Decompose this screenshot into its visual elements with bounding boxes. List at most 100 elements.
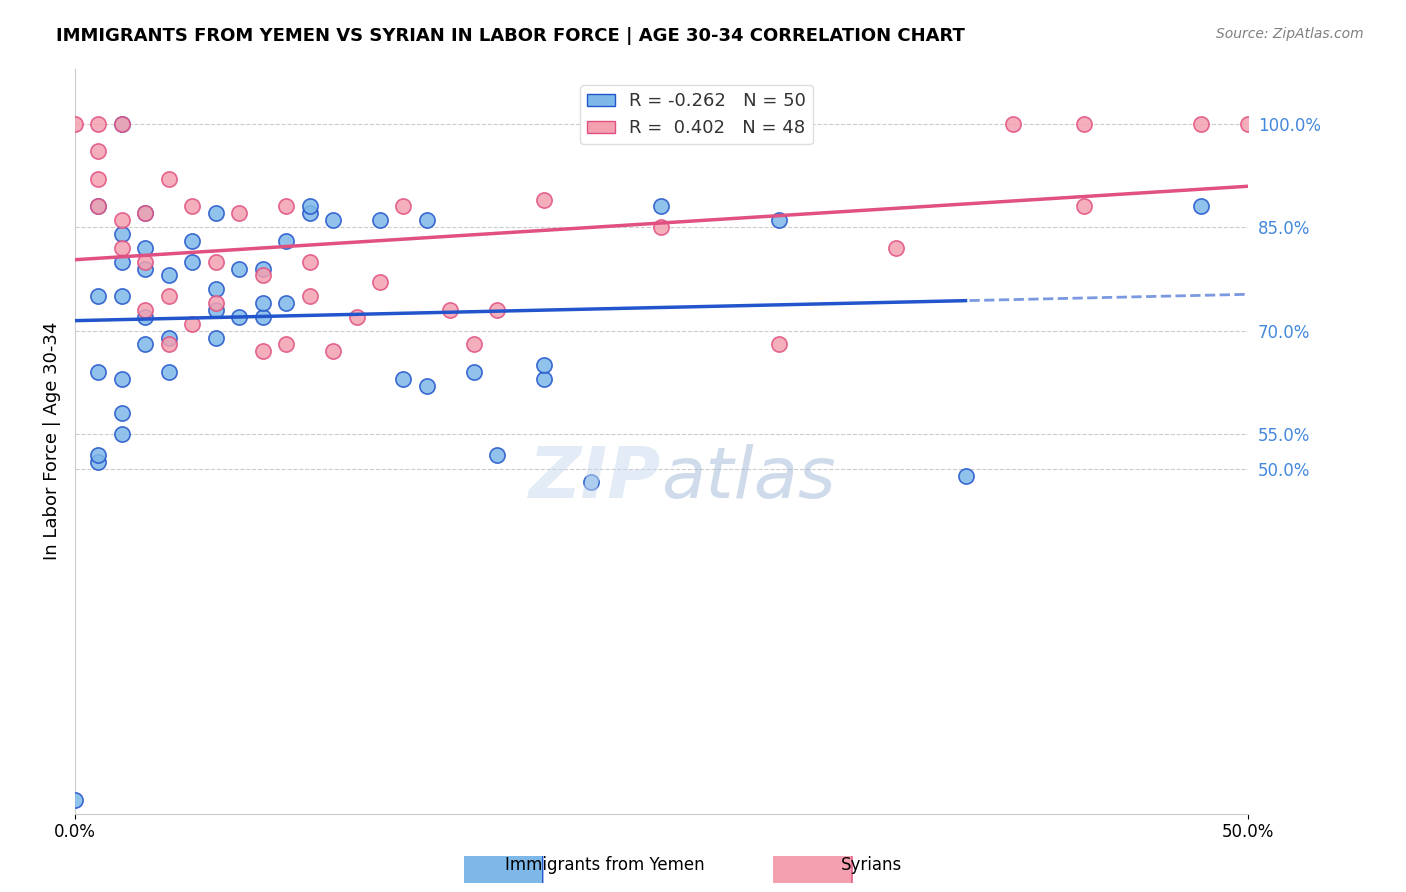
Point	[134, 303, 156, 318]
Point	[204, 296, 226, 310]
Text: IMMIGRANTS FROM YEMEN VS SYRIAN IN LABOR FORCE | AGE 30-34 CORRELATION CHART: IMMIGRANTS FROM YEMEN VS SYRIAN IN LABOR…	[56, 27, 965, 45]
Point	[111, 289, 134, 303]
Point	[157, 289, 180, 303]
Point	[368, 276, 391, 290]
Text: ZIP: ZIP	[529, 444, 661, 513]
Point	[955, 468, 977, 483]
Point	[87, 199, 110, 213]
Point	[181, 317, 204, 331]
Legend: R = -0.262   N = 50, R =  0.402   N = 48: R = -0.262 N = 50, R = 0.402 N = 48	[581, 85, 813, 145]
Text: Source: ZipAtlas.com: Source: ZipAtlas.com	[1216, 27, 1364, 41]
Point	[463, 337, 485, 351]
Point	[416, 379, 439, 393]
Point	[157, 268, 180, 283]
Point	[111, 372, 134, 386]
Point	[298, 206, 321, 220]
Point	[228, 206, 250, 220]
Point	[111, 117, 134, 131]
Point	[157, 337, 180, 351]
Point	[87, 289, 110, 303]
Point	[346, 310, 368, 324]
Point	[204, 206, 226, 220]
Point	[1073, 117, 1095, 131]
Point	[579, 475, 602, 490]
Point	[768, 337, 790, 351]
Point	[533, 372, 555, 386]
Point	[134, 241, 156, 255]
Point	[87, 117, 110, 131]
Point	[392, 199, 415, 213]
Point	[228, 310, 250, 324]
Point	[252, 310, 274, 324]
Point	[392, 372, 415, 386]
Point	[111, 427, 134, 442]
Text: atlas: atlas	[661, 444, 837, 513]
Point	[111, 227, 134, 241]
Point	[252, 261, 274, 276]
Point	[884, 241, 907, 255]
Point	[157, 365, 180, 379]
Point	[111, 117, 134, 131]
Text: Immigrants from Yemen: Immigrants from Yemen	[505, 856, 704, 874]
Point	[298, 289, 321, 303]
Point	[276, 337, 298, 351]
Point	[768, 213, 790, 227]
Point	[252, 344, 274, 359]
Point	[63, 117, 86, 131]
Point	[111, 241, 134, 255]
Point	[298, 254, 321, 268]
Point	[63, 793, 86, 807]
FancyBboxPatch shape	[740, 848, 852, 891]
Point	[87, 455, 110, 469]
Point	[87, 199, 110, 213]
Point	[157, 330, 180, 344]
Point	[486, 448, 509, 462]
Point	[1237, 117, 1260, 131]
Point	[134, 206, 156, 220]
Text: Syrians: Syrians	[841, 856, 903, 874]
Point	[181, 234, 204, 248]
Point	[87, 448, 110, 462]
Point	[134, 261, 156, 276]
Point	[111, 407, 134, 421]
Point	[252, 296, 274, 310]
Point	[157, 172, 180, 186]
Point	[181, 199, 204, 213]
Point	[134, 310, 156, 324]
Point	[228, 261, 250, 276]
Point	[181, 254, 204, 268]
Point	[1189, 199, 1212, 213]
Point	[650, 199, 672, 213]
Point	[252, 268, 274, 283]
FancyBboxPatch shape	[430, 848, 543, 891]
Point	[322, 213, 344, 227]
Point	[650, 220, 672, 235]
Point	[204, 330, 226, 344]
Point	[111, 254, 134, 268]
Point	[439, 303, 461, 318]
Point	[1073, 199, 1095, 213]
Point	[322, 344, 344, 359]
Point	[204, 254, 226, 268]
Point	[111, 213, 134, 227]
Y-axis label: In Labor Force | Age 30-34: In Labor Force | Age 30-34	[44, 322, 60, 560]
Point	[87, 365, 110, 379]
Point	[204, 282, 226, 296]
Point	[134, 337, 156, 351]
Point	[486, 303, 509, 318]
Point	[533, 193, 555, 207]
Point	[87, 145, 110, 159]
Point	[1189, 117, 1212, 131]
Point	[416, 213, 439, 227]
Point	[204, 303, 226, 318]
Point	[87, 172, 110, 186]
Point	[463, 365, 485, 379]
Point	[134, 206, 156, 220]
Point	[368, 213, 391, 227]
Point	[276, 234, 298, 248]
Point	[134, 254, 156, 268]
Point	[298, 199, 321, 213]
Point	[276, 296, 298, 310]
Point	[276, 199, 298, 213]
Point	[533, 358, 555, 372]
